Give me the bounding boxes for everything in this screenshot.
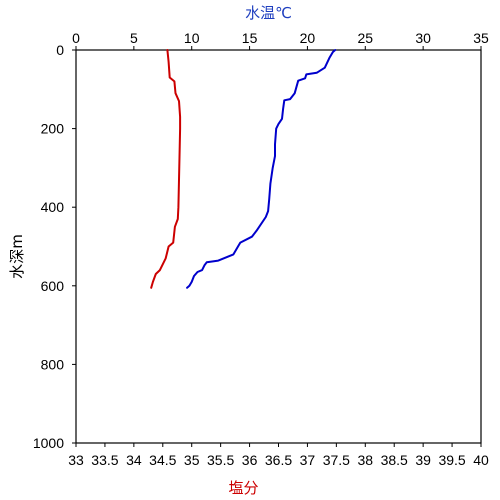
top-tick-label: 30	[415, 30, 431, 46]
left-tick-label: 400	[41, 199, 65, 215]
left-tick-label: 0	[56, 42, 64, 58]
bottom-tick-label: 34.5	[149, 452, 176, 468]
bottom-tick-label: 39.5	[438, 452, 465, 468]
top-tick-label: 25	[357, 30, 373, 46]
left-axis-title: 水深m	[8, 234, 26, 279]
plot-frame	[75, 49, 482, 444]
top-tick-label: 0	[72, 30, 80, 46]
bottom-tick-label: 39	[415, 452, 431, 468]
bottom-tick-label: 36.5	[265, 452, 292, 468]
bottom-tick-label: 37	[300, 452, 316, 468]
top-tick-label: 5	[130, 30, 138, 46]
bottom-tick-label: 33.5	[91, 452, 118, 468]
left-tick-label: 600	[41, 278, 65, 294]
bottom-tick-label: 35.5	[207, 452, 234, 468]
top-axis-title: 水温℃	[245, 4, 292, 22]
top-tick-label: 35	[473, 30, 489, 46]
left-tick-label: 800	[41, 356, 65, 372]
top-tick-label: 20	[300, 30, 316, 46]
salinity-line	[150, 49, 182, 289]
left-tick-label: 1000	[33, 435, 64, 451]
bottom-tick-label: 40	[473, 452, 489, 468]
top-tick-label: 10	[184, 30, 200, 46]
bottom-tick-label: 33	[68, 452, 84, 468]
series-layer	[150, 49, 337, 289]
top-tick-label: 15	[242, 30, 258, 46]
water-temperature-line	[186, 49, 337, 289]
left-axis-ticks: 0 200 400 600 800 1000	[33, 42, 76, 451]
bottom-axis-ticks: 33 33.5 34 34.5 35 35.5 36 36.5 37 37.5 38 38.5 39 39…	[68, 443, 489, 468]
left-tick-label: 200	[41, 121, 65, 137]
bottom-tick-label: 37.5	[323, 452, 350, 468]
top-axis-ticks: 0 5 10 15 20 25 30 35	[72, 30, 489, 50]
bottom-tick-label: 35	[184, 452, 200, 468]
bottom-tick-label: 36	[242, 452, 258, 468]
bottom-tick-label: 38	[357, 452, 373, 468]
bottom-axis-title: 塩分	[228, 479, 258, 497]
bottom-tick-label: 38.5	[381, 452, 408, 468]
bottom-tick-label: 34	[126, 452, 142, 468]
